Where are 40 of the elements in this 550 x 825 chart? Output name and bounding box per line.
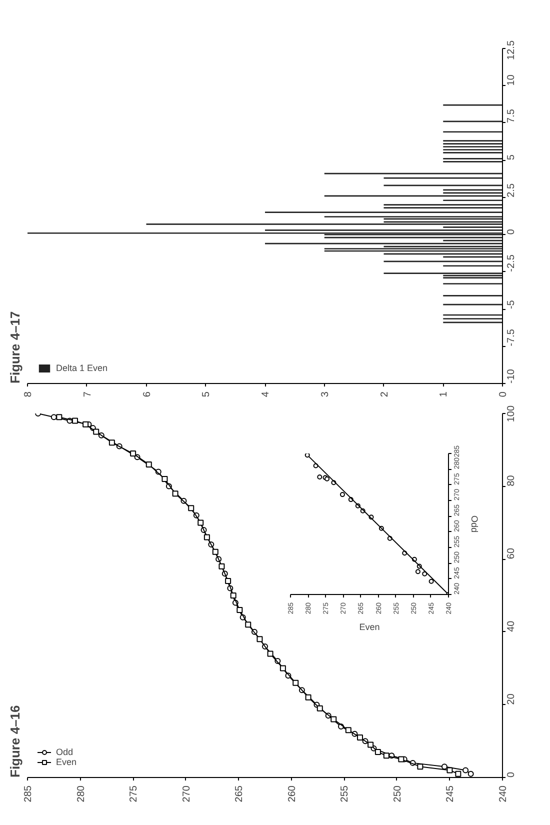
text: Figure 4–16	[8, 705, 22, 778]
x-tick-label: 275	[128, 785, 140, 802]
y-tick-label: 12.5	[506, 40, 517, 60]
x-tick-label: 265	[234, 785, 246, 802]
y-tick-label: -2.5	[506, 254, 517, 272]
y-tick-label: 100	[506, 405, 517, 422]
y-tick-label: 7.5	[506, 108, 517, 123]
x-axis-title: Even	[359, 622, 380, 632]
y-tick-label: 60	[506, 548, 517, 560]
y-tick-label: -5	[506, 300, 517, 310]
x-tick-label: 3	[320, 391, 331, 398]
x-tick-label: 7	[82, 391, 94, 398]
x-tick-label: 5	[201, 391, 212, 398]
text: Figure 4–17	[8, 311, 22, 384]
legend-label: Even	[56, 757, 77, 767]
x-tick-label: 280	[76, 785, 87, 802]
y-tick-label: 40	[506, 620, 517, 632]
x-tick-label: 250	[392, 785, 404, 802]
y-tick-label: 10	[506, 74, 517, 86]
y-tick-label: 2.5	[506, 183, 517, 198]
y-tick-label: -7.5	[506, 328, 517, 346]
x-tick-label: 1	[438, 391, 450, 398]
x-tick-label: 8	[23, 391, 34, 398]
y-tick-label: 0	[506, 772, 517, 778]
x-tick-label: 6	[142, 391, 153, 398]
x-tick-label: 4	[260, 391, 272, 398]
y-tick-label: 5	[506, 154, 517, 160]
x-tick-label: 0	[498, 391, 509, 398]
x-tick-label: 285	[23, 785, 34, 802]
y-tick-label: 0	[506, 228, 517, 235]
legend-label: Odd	[56, 747, 74, 757]
y-tick-label: 20	[506, 693, 517, 705]
y-tick-label: -10	[506, 368, 517, 384]
y-tick-label: 80	[506, 474, 517, 486]
legend-label: Delta 1 Even	[56, 363, 108, 373]
x-tick-label: 2	[379, 391, 390, 398]
x-tick-label: 260	[286, 785, 298, 802]
y-axis-title: Odd	[470, 515, 480, 533]
x-tick-label: 270	[181, 785, 192, 802]
x-tick-label: 255	[340, 785, 351, 802]
